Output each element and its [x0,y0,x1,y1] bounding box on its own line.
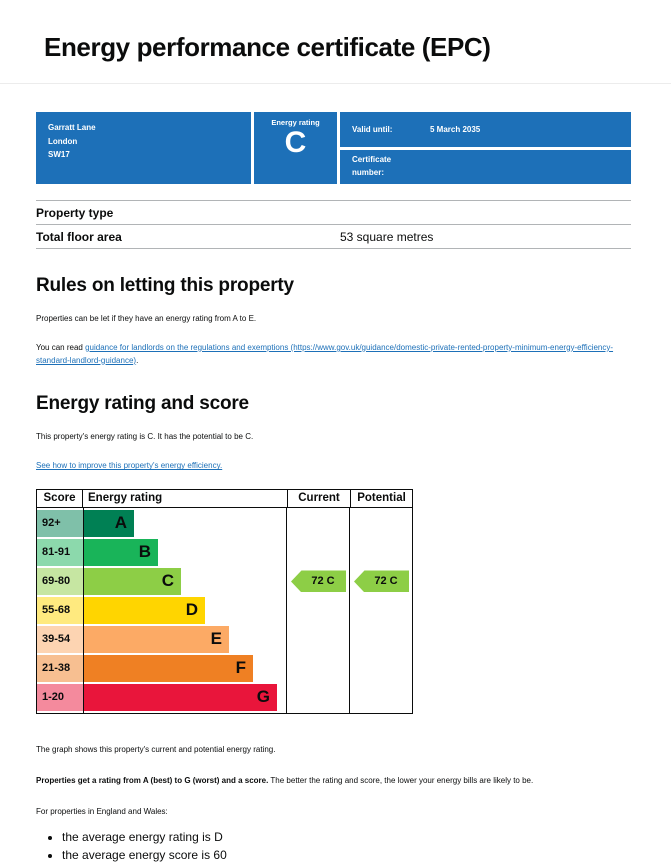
averages-list-item: the average energy score is 60 [62,848,631,862]
address-line-1: Garratt Lane [48,123,96,132]
band-score-label: 81-91 [37,538,84,566]
band-score-label: 21-38 [37,654,84,682]
property-facts: Property type Total floor area 53 square m… [36,200,631,249]
band-bar-area: A [84,509,286,537]
current-rating-arrow: 72 C [291,570,346,593]
epc-band-row-g: 1-20 G [37,683,286,712]
epc-band-row-e: 39-54 E [37,625,286,654]
band-bar-area: G [84,683,286,711]
band-letter: C [161,571,174,591]
band-bar-area: D [84,596,286,624]
band-letter: G [256,687,270,707]
graph-caption: The graph shows this property's current … [36,744,276,754]
epc-chart-body: 92+ A 81-91 B 69-80 C 55-68 D 39-54 E 21-38 F 1-20 G … [37,507,412,713]
epc-band-row-a: 92+ A [37,509,286,538]
valid-until-label: Valid until: [352,124,393,134]
epc-bands: 92+ A 81-91 B 69-80 C 55-68 D 39-54 E 21-38 F 1-20 G [37,508,286,713]
current-rating-column: 72 C [286,507,349,713]
address-line-2: London [48,136,78,146]
rules-heading: Rules on letting this property [36,275,294,296]
averages-list-item: the average energy rating is D [62,830,631,844]
guidance-paragraph: You can read guidance for landlords on t… [36,342,630,368]
epc-band-row-d: 55-68 D [37,596,286,625]
energy-rating-badge: Energy rating C [254,112,337,184]
band-letter: F [235,658,246,678]
energy-rating-label: Energy rating [271,118,320,127]
property-facts-row: Total floor area 53 square metres [36,224,631,249]
rules-paragraph: Properties can be let if they have an en… [36,314,257,323]
score-column-header: Score [37,489,83,507]
certificate-number-row: Certificate number: [340,149,631,184]
ratings-explanation: Properties get a rating from A (best) to… [36,775,630,788]
band-bar: E [84,625,229,653]
epc-band-row-f: 21-38 F [37,654,286,683]
certificate-number-label: Certificate number: [352,154,392,177]
ratings-explanation-rest: The better the rating and score, the low… [268,775,534,785]
page-title: Energy performance certificate (EPC) [44,32,491,62]
potential-rating-column: 72 C [349,507,411,713]
rating-score-heading: Energy rating and score [36,393,249,415]
property-facts-row: Property type [36,200,631,224]
facts-label: Total floor area [36,230,122,244]
band-score-label: 1-20 [37,683,84,711]
band-score-label: 92+ [37,509,84,537]
band-letter: E [210,629,222,649]
averages-list: the average energy rating is D the averag… [36,830,631,862]
ratings-explanation-bold: Properties get a rating from A (best) to… [36,775,269,785]
band-bar-area: C [84,567,286,595]
epc-band-row-c: 69-80 C [37,567,286,596]
epc-band-row-b: 81-91 B [37,538,286,567]
facts-label: Property type [36,206,114,220]
band-bar: G [84,683,277,711]
band-letter: B [138,542,151,562]
rating-column-header: Energy rating [88,491,163,504]
band-bar-area: B [84,538,286,566]
valid-until-value: 5 March 2035 [430,124,481,134]
regions-intro: For properties in England and Wales: [36,806,168,816]
potential-rating-arrow: 72 C [354,570,409,593]
guidance-suffix: . [136,355,139,365]
current-column-header: Current [287,489,350,507]
epc-chart: Score Energy rating Current Potential 92… [36,488,413,714]
address-line-3: SW17 [48,150,70,160]
band-letter: A [114,513,127,533]
certificate-summary-panel: Garratt Lane London SW17 Energy rating C… [36,112,631,184]
landlord-guidance-link[interactable]: guidance for landlords on the regulation… [36,342,614,365]
property-address: Garratt Lane London SW17 [36,112,251,184]
band-bar-area: E [84,625,286,653]
facts-value [340,206,631,220]
band-score-label: 69-80 [37,567,84,595]
band-bar: A [84,509,134,537]
band-score-label: 39-54 [37,625,84,653]
title-divider [0,83,671,84]
valid-until-row: Valid until: 5 March 2035 [340,112,631,147]
facts-value: 53 square metres [340,230,434,244]
band-bar-area: F [84,654,286,682]
band-score-label: 55-68 [37,596,84,624]
band-letter: D [185,600,198,620]
band-bar: B [84,538,158,566]
band-bar: D [84,596,205,624]
rating-summary-paragraph: This property's energy rating is C. It h… [36,432,254,442]
band-bar: C [84,567,181,595]
potential-column-header: Potential [350,489,412,507]
guidance-prefix: You can read [36,342,86,352]
band-bar: F [84,654,253,682]
energy-rating-letter: C [284,126,307,159]
improve-efficiency-link[interactable]: See how to improve this property's energ… [36,461,223,471]
validity-panel: Valid until: 5 March 2035 Certificate nu… [340,112,631,184]
epc-chart-header: Score Energy rating Current Potential [37,489,412,508]
